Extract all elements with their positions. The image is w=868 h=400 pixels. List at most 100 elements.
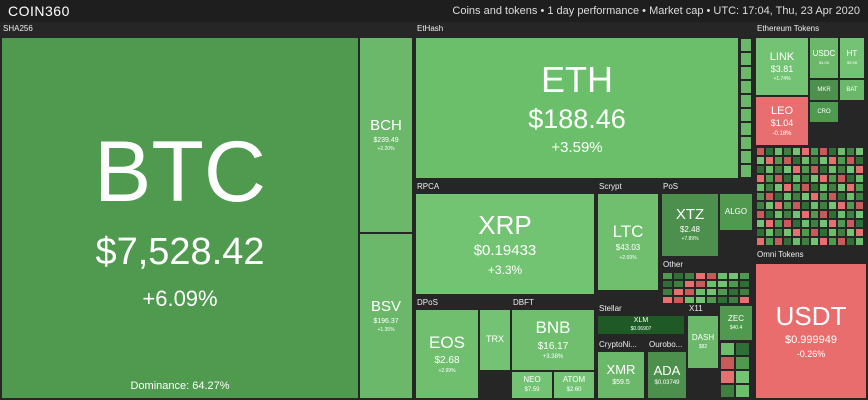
mini-tile[interactable] <box>846 237 855 246</box>
mini-tile[interactable] <box>810 147 819 156</box>
mini-tile[interactable] <box>765 192 774 201</box>
mini-tile[interactable] <box>673 296 684 304</box>
mini-tile[interactable] <box>792 210 801 219</box>
mini-tile[interactable] <box>828 237 837 246</box>
mini-tile[interactable] <box>810 165 819 174</box>
coin-tile[interactable]: DASH $82 <box>688 316 718 368</box>
mini-tile[interactable] <box>720 356 735 370</box>
mini-tile[interactable] <box>717 272 728 280</box>
coin-tile[interactable]: USDT $0.999949 -0.26% <box>756 264 866 398</box>
mini-tile[interactable] <box>735 342 750 356</box>
coin-tile[interactable]: LTC $43.03 +2.69% <box>598 194 658 290</box>
mini-tile[interactable] <box>828 192 837 201</box>
mini-tile[interactable] <box>684 272 695 280</box>
mini-tile[interactable] <box>739 280 750 288</box>
mini-tile[interactable] <box>801 228 810 237</box>
coin-tile[interactable]: BSV $196.37 +1.35% <box>360 234 412 398</box>
mini-tile[interactable] <box>740 66 752 80</box>
mini-tile[interactable] <box>828 228 837 237</box>
coin-tile[interactable]: BAT <box>840 80 864 100</box>
mini-tile[interactable] <box>783 156 792 165</box>
mini-tile[interactable] <box>720 342 735 356</box>
coin-tile[interactable]: XLM $0.06907 <box>598 316 684 334</box>
mini-tile[interactable] <box>739 272 750 280</box>
mini-tile[interactable] <box>756 228 765 237</box>
mini-tile[interactable] <box>801 201 810 210</box>
mini-tile[interactable] <box>837 183 846 192</box>
mini-tile[interactable] <box>828 219 837 228</box>
coin-tile[interactable]: BTC $7,528.42 +6.09% Dominance: 64.27% <box>2 38 358 398</box>
mini-tile[interactable] <box>662 280 673 288</box>
mini-tile[interactable] <box>810 219 819 228</box>
mini-tile[interactable] <box>810 183 819 192</box>
mini-tile[interactable] <box>801 147 810 156</box>
mini-tile[interactable] <box>673 280 684 288</box>
mini-tile[interactable] <box>855 183 864 192</box>
mini-tile[interactable] <box>855 210 864 219</box>
mini-tile[interactable] <box>792 228 801 237</box>
mini-tile[interactable] <box>783 228 792 237</box>
mini-tile[interactable] <box>756 219 765 228</box>
coin-tile[interactable]: BCH $239.49 +2.20% <box>360 38 412 232</box>
mini-tile[interactable] <box>684 288 695 296</box>
mini-tile[interactable] <box>792 192 801 201</box>
mini-tile[interactable] <box>740 94 752 108</box>
mini-tile[interactable] <box>774 174 783 183</box>
mini-tile[interactable] <box>846 219 855 228</box>
mini-tile[interactable] <box>774 228 783 237</box>
mini-tile[interactable] <box>735 370 750 384</box>
mini-tile[interactable] <box>728 280 739 288</box>
mini-tile[interactable] <box>695 288 706 296</box>
mini-tile[interactable] <box>774 210 783 219</box>
mini-tile[interactable] <box>828 156 837 165</box>
mini-tile[interactable] <box>792 147 801 156</box>
mini-tile[interactable] <box>801 219 810 228</box>
mini-tile[interactable] <box>855 201 864 210</box>
mini-tile[interactable] <box>846 174 855 183</box>
mini-tile[interactable] <box>828 147 837 156</box>
mini-tile[interactable] <box>783 165 792 174</box>
mini-tile[interactable] <box>735 356 750 370</box>
mini-tile[interactable] <box>739 288 750 296</box>
settings-info[interactable]: Coins and tokens • 1 day performance • M… <box>452 5 860 17</box>
mini-tile[interactable] <box>810 228 819 237</box>
mini-tile[interactable] <box>828 210 837 219</box>
mini-tile[interactable] <box>855 237 864 246</box>
mini-tile[interactable] <box>756 165 765 174</box>
coin-tile[interactable]: ADA $0.03749 <box>648 352 686 398</box>
mini-tile[interactable] <box>792 165 801 174</box>
mini-tile[interactable] <box>756 183 765 192</box>
coin-tile[interactable]: XTZ $2.48 +7.89% <box>662 194 718 256</box>
mini-tile[interactable] <box>819 156 828 165</box>
coin-tile[interactable]: MKR <box>810 80 838 100</box>
mini-tile[interactable] <box>756 192 765 201</box>
mini-tile[interactable] <box>673 288 684 296</box>
coin-tile[interactable]: TRX <box>480 310 510 370</box>
mini-tile[interactable] <box>774 219 783 228</box>
mini-tile[interactable] <box>783 210 792 219</box>
mini-tile[interactable] <box>740 108 752 122</box>
mini-tile[interactable] <box>810 156 819 165</box>
coin-tile[interactable]: USDC $1.00 <box>810 38 838 78</box>
mini-tile[interactable] <box>855 228 864 237</box>
mini-tile[interactable] <box>801 183 810 192</box>
mini-tile[interactable] <box>819 165 828 174</box>
mini-tile[interactable] <box>756 210 765 219</box>
mini-tile[interactable] <box>846 165 855 174</box>
mini-tile[interactable] <box>801 192 810 201</box>
mini-tile[interactable] <box>765 156 774 165</box>
mini-tile[interactable] <box>720 370 735 384</box>
mini-tile[interactable] <box>765 219 774 228</box>
mini-tile[interactable] <box>728 272 739 280</box>
coin-tile[interactable]: LINK $3.81 +1.74% <box>756 38 808 95</box>
mini-tile[interactable] <box>792 183 801 192</box>
mini-tile[interactable] <box>828 174 837 183</box>
mini-tile[interactable] <box>783 201 792 210</box>
mini-tile[interactable] <box>774 147 783 156</box>
mini-tile[interactable] <box>756 147 765 156</box>
mini-tile[interactable] <box>765 165 774 174</box>
mini-tile[interactable] <box>695 296 706 304</box>
mini-tile[interactable] <box>819 174 828 183</box>
coin-tile[interactable]: ZEC $40.4 <box>720 306 752 340</box>
mini-tile[interactable] <box>810 192 819 201</box>
